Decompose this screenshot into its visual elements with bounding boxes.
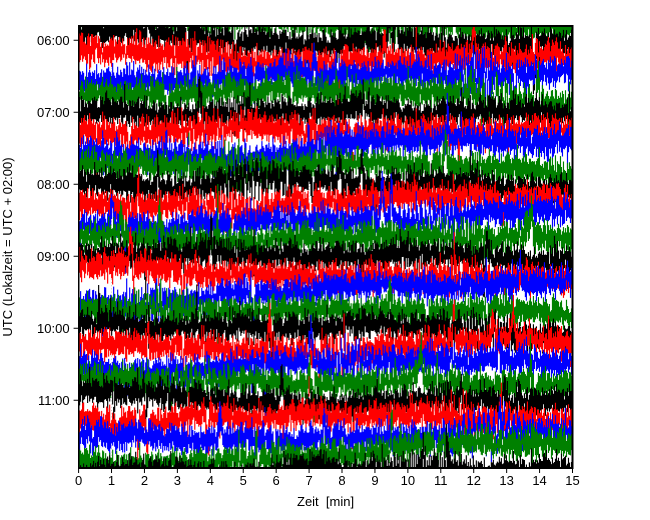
svg-text:1: 1 xyxy=(108,473,115,488)
svg-text:5: 5 xyxy=(240,473,247,488)
svg-text:13: 13 xyxy=(499,473,513,488)
svg-text:12: 12 xyxy=(466,473,480,488)
svg-text:14: 14 xyxy=(532,473,546,488)
svg-text:2: 2 xyxy=(141,473,148,488)
svg-text:10:00: 10:00 xyxy=(37,321,70,336)
svg-text:11:00: 11:00 xyxy=(38,393,70,408)
svg-text:09:00: 09:00 xyxy=(37,249,70,264)
svg-text:9: 9 xyxy=(371,473,378,488)
svg-text:0: 0 xyxy=(75,473,82,488)
svg-text:Zeit [min]: Zeit [min] xyxy=(297,494,354,509)
svg-text:3: 3 xyxy=(174,473,181,488)
svg-text:6: 6 xyxy=(273,473,280,488)
svg-text:06:00: 06:00 xyxy=(37,33,70,48)
svg-text:7: 7 xyxy=(305,473,312,488)
svg-text:11: 11 xyxy=(434,473,448,488)
svg-text:15: 15 xyxy=(565,473,579,488)
svg-text:07:00: 07:00 xyxy=(37,105,70,120)
svg-text:08:00: 08:00 xyxy=(37,177,70,192)
svg-text:10: 10 xyxy=(401,473,415,488)
svg-text:UTC (Lokalzeit = UTC + 02:00): UTC (Lokalzeit = UTC + 02:00) xyxy=(0,157,15,336)
svg-text:4: 4 xyxy=(207,473,214,488)
svg-text:8: 8 xyxy=(338,473,345,488)
